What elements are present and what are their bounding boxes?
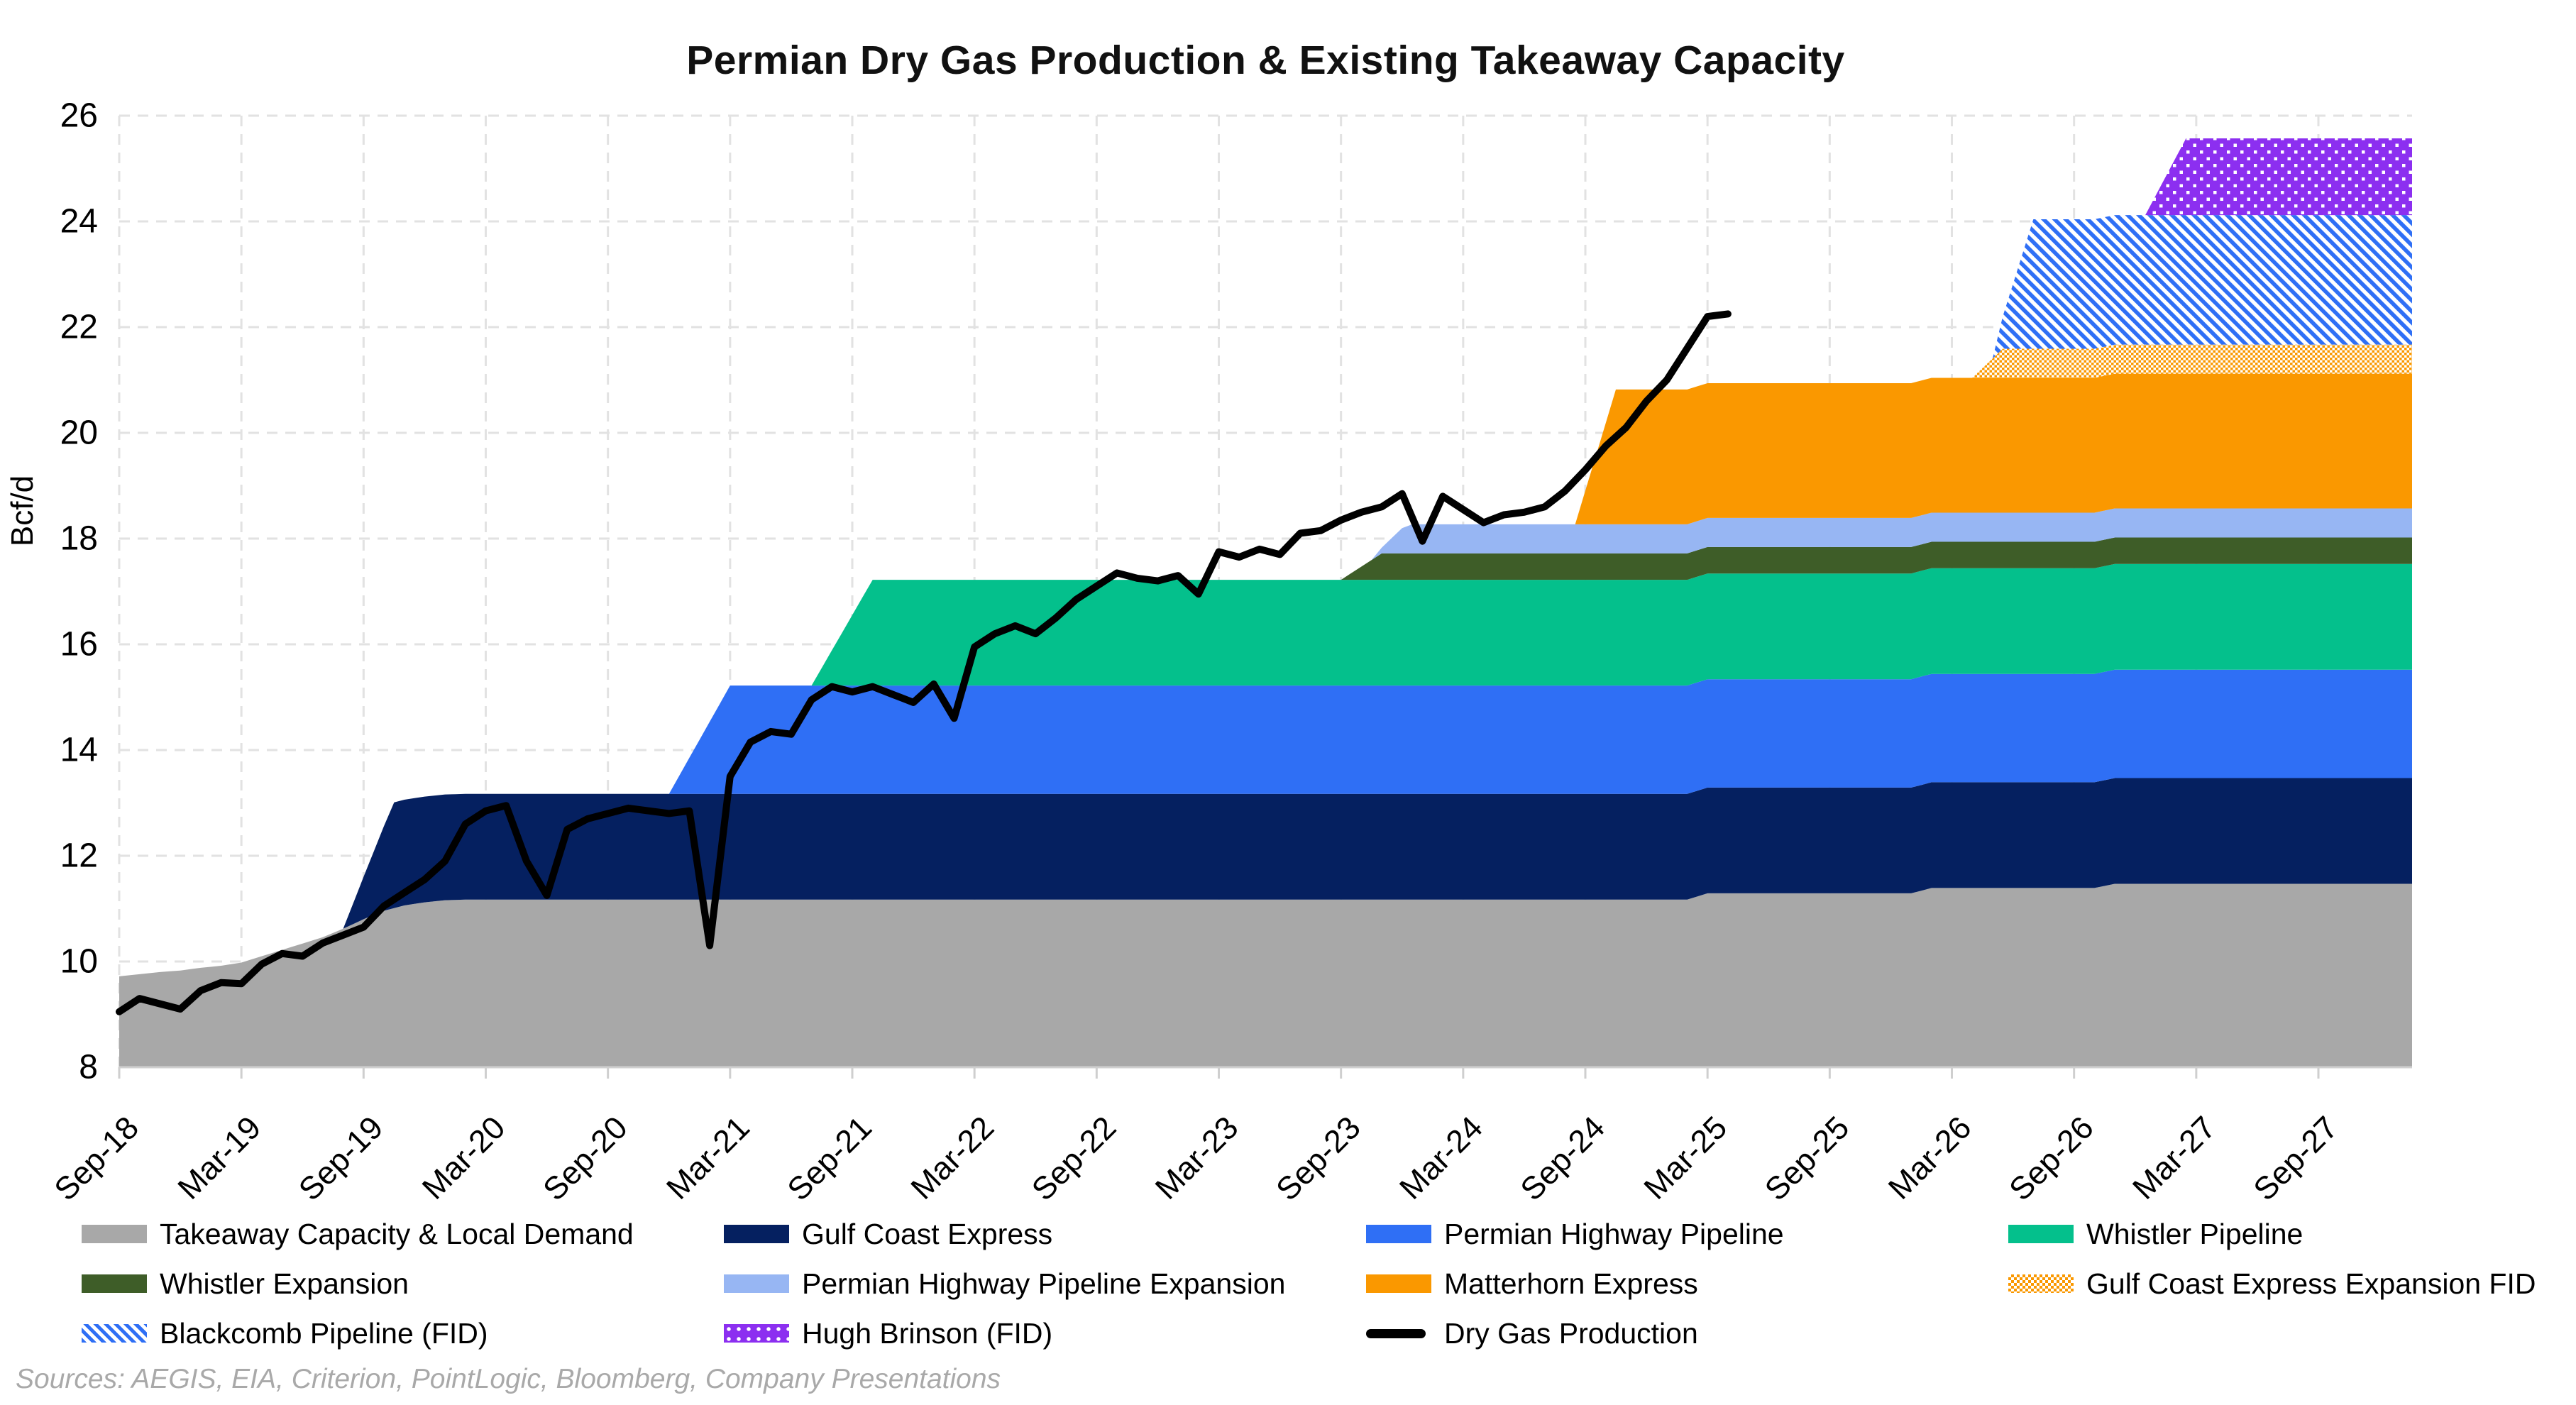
area-matterhorn-express [119,373,2412,976]
legend-swatch [724,1225,789,1243]
y-tick-label: 8 [79,1049,98,1086]
legend-swatch [2008,1225,2074,1243]
y-tick-label: 18 [60,520,98,558]
y-tick-label: 14 [60,732,98,769]
x-tick-label: Mar-24 [1392,1109,1490,1206]
legend-label: Gulf Coast Express [802,1217,1053,1250]
legend: Takeaway Capacity & Local Demand Gulf Coa… [82,1217,2565,1350]
x-tick-label: Sep-27 [2246,1109,2345,1206]
x-tick-label: Sep-24 [1513,1109,1612,1206]
x-tick-label: Mar-25 [1636,1109,1734,1206]
legend-item: Gulf Coast Express [724,1217,1366,1250]
legend-label: Takeaway Capacity & Local Demand [160,1217,634,1250]
x-tick-label: Sep-25 [1758,1109,1856,1206]
y-tick-label: 12 [60,837,98,875]
x-tick-label: Mar-26 [1881,1109,1978,1206]
y-tick-label: 16 [60,626,98,663]
y-tick-label: 24 [60,203,98,241]
x-tick-label: Sep-19 [292,1109,390,1206]
y-axis-label: Bcf/d [5,475,40,546]
legend-item: Hugh Brinson (FID) [724,1316,1366,1350]
x-tick-label: Sep-21 [780,1109,879,1206]
legend-item: Dry Gas Production [1366,1316,2008,1350]
legend-swatch [82,1274,147,1293]
x-tick-label: Sep-23 [1269,1109,1367,1206]
legend-swatch [1366,1274,1431,1293]
legend-label: Matterhorn Express [1444,1267,1698,1300]
legend-label: Gulf Coast Express Expansion FID [2086,1267,2536,1300]
x-tick-label: Sep-18 [47,1109,145,1206]
legend-label: Dry Gas Production [1444,1316,1698,1350]
x-tick-label: Mar-27 [2125,1109,2223,1206]
legend-label: Whistler Expansion [160,1267,409,1300]
y-tick-label: 10 [60,943,98,981]
x-tick-label: Sep-26 [2002,1109,2101,1206]
area-takeaway-capacity [119,883,2412,1067]
legend-line-swatch [1366,1328,1426,1338]
dry-gas-production-line [116,310,1732,1015]
legend-label: Permian Highway Pipeline Expansion [802,1267,1286,1300]
legend-swatch [2008,1274,2074,1293]
legend-label: Blackcomb Pipeline (FID) [160,1316,488,1350]
y-tick-label: 26 [60,97,98,135]
legend-label: Hugh Brinson (FID) [802,1316,1053,1350]
x-tick-label: Mar-23 [1148,1109,1245,1206]
chart-plot-area: 8 10 12 14 16 18 20 22 24 26 Sep-18 Mar-19 Sep-19 Mar… [5,97,2412,1206]
legend-swatch [724,1274,789,1293]
area-blackcomb-pipeline-fid- [119,215,2412,976]
x-tick-label: Sep-20 [536,1109,634,1206]
sources-note: Sources: AEGIS, EIA, Criterion, PointLog… [16,1364,1001,1394]
chart-title: Permian Dry Gas Production & Existing Ta… [686,38,1845,83]
legend-item: Blackcomb Pipeline (FID) [82,1316,724,1350]
x-tick-label: Mar-22 [903,1109,1001,1206]
legend-swatch [82,1225,147,1243]
legend-item: Permian Highway Pipeline Expansion [724,1267,1366,1300]
area-whistler-pipeline [119,563,2412,976]
legend-item: Matterhorn Express [1366,1267,2008,1300]
legend-item: Whistler Pipeline [2008,1217,2576,1250]
y-tick-label: 20 [60,414,98,452]
x-tick-label: Mar-21 [659,1109,756,1206]
legend-item: Gulf Coast Express Expansion FID [2008,1267,2576,1300]
x-tick-label: Mar-20 [415,1109,512,1206]
legend-swatch [724,1324,789,1343]
x-tick-label: Sep-22 [1025,1109,1123,1206]
legend-swatch [82,1324,147,1343]
area-permian-highway-pipeline [119,669,2412,976]
legend-swatch [1366,1225,1431,1243]
legend-item: Takeaway Capacity & Local Demand [82,1217,724,1250]
legend-item: Whistler Expansion [82,1267,724,1300]
x-tick-label: Mar-19 [170,1109,268,1206]
y-tick-label: 22 [60,309,98,346]
legend-label: Permian Highway Pipeline [1444,1217,1784,1250]
legend-label: Whistler Pipeline [2086,1217,2303,1250]
legend-item: Permian Highway Pipeline [1366,1217,2008,1250]
